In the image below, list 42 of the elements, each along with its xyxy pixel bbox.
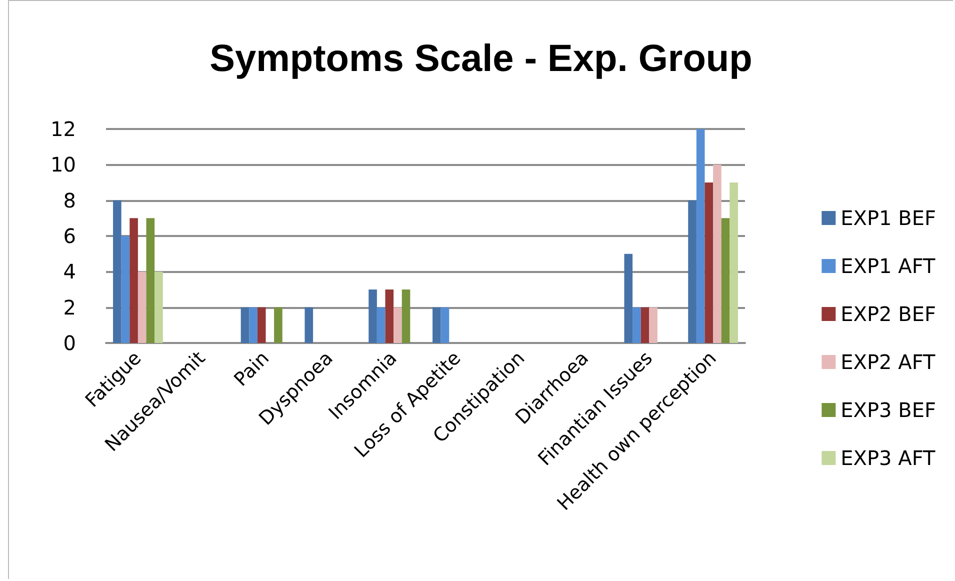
bar	[146, 218, 155, 343]
bar	[240, 307, 250, 343]
bar	[696, 129, 705, 343]
bar	[713, 164, 722, 343]
bar	[688, 200, 696, 343]
bar	[121, 236, 130, 343]
bar	[113, 200, 122, 343]
bar	[130, 218, 138, 343]
legend-label: EXP2 BEF	[840, 302, 936, 326]
bar	[249, 307, 258, 343]
bar	[649, 307, 658, 343]
bar	[432, 307, 441, 343]
y-tick-label: 4	[63, 260, 76, 284]
y-tick-label: 0	[63, 331, 76, 355]
bar	[304, 307, 314, 343]
y-tick-label: 8	[63, 188, 76, 212]
bar	[376, 307, 386, 343]
bar	[138, 272, 146, 343]
legend-label: EXP3 AFT	[840, 446, 936, 470]
bar	[257, 307, 266, 343]
y-tick-label: 12	[50, 117, 76, 141]
bar	[368, 290, 377, 343]
bar	[632, 307, 641, 343]
bar	[154, 272, 163, 343]
legend-label: EXP1 AFT	[840, 254, 936, 278]
bar	[640, 307, 650, 343]
legend-label: EXP3 BEF	[840, 398, 936, 422]
bar	[730, 182, 738, 343]
bar	[385, 290, 394, 343]
y-tick-label: 6	[63, 224, 76, 248]
legend-label: EXP2 AFT	[840, 350, 936, 374]
bar	[624, 254, 633, 343]
bar	[440, 307, 450, 343]
bar	[721, 218, 730, 343]
chart-title: Symptoms Scale - Exp. Group	[210, 38, 752, 80]
bar	[402, 290, 410, 343]
y-tick-label: 2	[63, 295, 76, 320]
legend-label: EXP1 BEF	[840, 206, 936, 230]
bar	[274, 307, 282, 343]
y-tick-label: 10	[50, 152, 76, 177]
bar	[394, 307, 402, 343]
bar	[704, 182, 714, 343]
